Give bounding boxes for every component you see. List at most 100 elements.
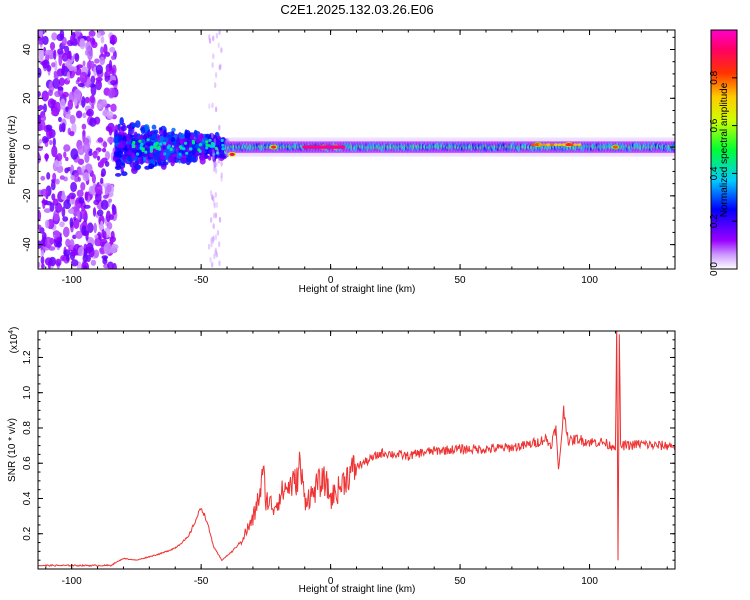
heatmap-cell bbox=[163, 152, 167, 156]
y-tick-label: -40 bbox=[22, 237, 33, 252]
heatmap-cell bbox=[40, 256, 45, 265]
heatmap-cell bbox=[167, 144, 171, 148]
heatmap-cell bbox=[51, 193, 56, 201]
heatmap-cell bbox=[38, 91, 41, 98]
heatmap-cell bbox=[87, 48, 93, 61]
heatmap-cell bbox=[205, 133, 211, 139]
snr-x-label: Height of straight line (km) bbox=[299, 584, 416, 595]
heatmap-cell bbox=[213, 200, 216, 207]
heatmap-cell bbox=[220, 160, 223, 167]
heatmap-cell bbox=[114, 124, 119, 132]
snr-frame bbox=[37, 330, 676, 570]
heatmap-cell bbox=[218, 260, 221, 267]
heatmap-cell bbox=[191, 155, 197, 163]
heatmap-cell bbox=[184, 129, 191, 139]
heatmap-cell bbox=[59, 30, 65, 40]
heatmap-cell bbox=[43, 103, 47, 113]
heatmap-cell bbox=[561, 143, 566, 147]
heatmap-cell bbox=[100, 220, 104, 231]
heatmap-cell bbox=[54, 60, 58, 72]
heatmap-cell bbox=[56, 153, 63, 162]
heatmap-cell bbox=[205, 140, 209, 144]
heatmap-cell bbox=[77, 77, 81, 82]
heatmap-cell bbox=[44, 219, 50, 229]
heatmap-cell bbox=[59, 175, 65, 180]
heatmap-cell bbox=[82, 253, 89, 263]
heatmap-cell bbox=[94, 192, 102, 203]
heatmap-cell bbox=[51, 109, 60, 117]
x-tick-label: -100 bbox=[62, 275, 82, 286]
heatmap-cell bbox=[75, 110, 83, 119]
heatmap-cell bbox=[214, 167, 218, 174]
heatmap-cell bbox=[86, 242, 94, 252]
heatmap-cell bbox=[612, 145, 619, 149]
heatmap-cell bbox=[128, 124, 133, 132]
heatmap-cell bbox=[53, 49, 57, 60]
heatmap-cell bbox=[90, 75, 96, 84]
heatmap-cell bbox=[214, 82, 217, 89]
colorbar-tick-label: 0.6 bbox=[709, 118, 720, 132]
heatmap-cell bbox=[62, 91, 69, 98]
heatmap-cell bbox=[79, 38, 86, 50]
heatmap-cell bbox=[45, 153, 49, 162]
heatmap-cell bbox=[38, 209, 42, 222]
heatmap-cell bbox=[200, 133, 204, 139]
heatmap-cell bbox=[84, 96, 91, 104]
heatmap-cell bbox=[81, 96, 86, 108]
heatmap-cell bbox=[63, 199, 72, 210]
y-tick-label: 0.4 bbox=[22, 491, 33, 505]
heatmap-cell bbox=[48, 89, 53, 97]
heatmap-cell bbox=[59, 221, 65, 228]
heatmap-cell bbox=[61, 122, 66, 133]
spectrogram-y-axis: -40 -20 0 20 40 bbox=[22, 36, 675, 270]
heatmap-cell bbox=[38, 142, 41, 147]
heatmap-cell bbox=[190, 134, 194, 141]
heatmap-cell bbox=[49, 139, 53, 146]
heatmap-cell bbox=[189, 147, 193, 151]
heatmap-cell bbox=[61, 190, 66, 200]
heatmap-cell bbox=[211, 102, 214, 109]
heatmap-cell bbox=[100, 199, 109, 211]
heatmap-cell bbox=[213, 138, 217, 145]
heatmap-cell bbox=[46, 172, 51, 180]
heatmap-cell bbox=[51, 32, 58, 41]
heatmap-cell bbox=[218, 216, 222, 223]
heatmap-cell bbox=[53, 70, 58, 77]
heatmap-cell bbox=[84, 191, 89, 202]
colorbar-gradient bbox=[710, 29, 738, 270]
heatmap-cell bbox=[103, 43, 108, 55]
heatmap-cell bbox=[191, 139, 195, 144]
x-tick-label: 50 bbox=[455, 275, 467, 286]
heatmap-cell bbox=[116, 143, 123, 149]
heatmap-cell bbox=[126, 150, 132, 156]
heatmap-cell bbox=[557, 143, 562, 147]
heatmap-cell bbox=[70, 175, 76, 180]
heatmap-cell bbox=[95, 79, 102, 91]
heatmap-cell bbox=[71, 122, 77, 134]
heatmap-cell bbox=[62, 216, 69, 222]
heatmap-cell bbox=[176, 137, 181, 145]
heatmap-cell bbox=[565, 143, 570, 147]
y-tick-label: 20 bbox=[22, 92, 33, 104]
heatmap-cell bbox=[89, 117, 97, 127]
heatmap-cell bbox=[221, 147, 225, 151]
heatmap-cell bbox=[81, 225, 87, 236]
heatmap-cell bbox=[94, 184, 103, 195]
heatmap-cell bbox=[211, 261, 214, 268]
heatmap-cell bbox=[100, 35, 105, 44]
heatmap-cell bbox=[42, 59, 50, 69]
colorbar-tick-label: 0.0 bbox=[709, 262, 720, 276]
heatmap-cell bbox=[220, 47, 223, 54]
y-tick-label: 0.2 bbox=[22, 526, 33, 540]
heatmap-cell bbox=[77, 176, 81, 182]
heatmap-cell bbox=[217, 42, 220, 49]
heatmap-cell bbox=[78, 196, 85, 204]
heatmap-cell bbox=[105, 210, 111, 223]
heatmap-cell bbox=[52, 137, 56, 148]
x-tick-label: 0 bbox=[328, 576, 334, 587]
heatmap-cell bbox=[208, 37, 212, 44]
heatmap-cell bbox=[38, 224, 42, 230]
heatmap-cell bbox=[54, 159, 63, 168]
